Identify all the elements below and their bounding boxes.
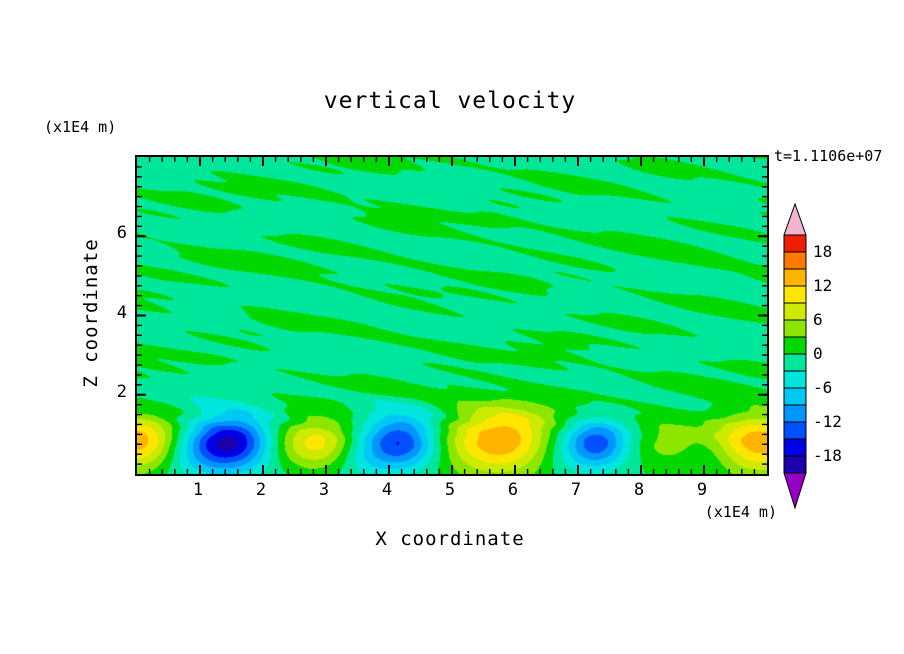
z-tick-label: 6	[116, 223, 127, 244]
colorbar-segment	[783, 268, 807, 287]
z-tick-label: 2	[116, 381, 127, 402]
plot-frame	[135, 155, 769, 476]
z-axis-unit-label: (x1E4 m)	[44, 118, 117, 136]
colorbar-tick-label: -18	[813, 446, 842, 465]
x-tick-label: 4	[381, 480, 393, 500]
x-axis-unit-label: (x1E4 m)	[704, 503, 777, 521]
colorbar-segment	[783, 421, 807, 440]
colorbar-segment	[783, 455, 807, 474]
x-tick-label: 1	[192, 480, 204, 500]
colorbar-tick-label: -12	[813, 412, 842, 431]
colorbar-segment	[783, 370, 807, 389]
plot-title: vertical velocity	[323, 88, 577, 114]
colorbar-under-arrow	[783, 472, 807, 510]
time-annotation: t=1.1106e+07	[774, 147, 883, 165]
contour-field-canvas	[137, 157, 767, 474]
colorbar-tick-label: 12	[813, 276, 832, 295]
x-tick-label: 7	[570, 480, 582, 500]
colorbar-segment	[783, 438, 807, 457]
colorbar-segment	[783, 336, 807, 355]
colorbar-segment	[783, 285, 807, 304]
colorbar-segment	[783, 234, 807, 253]
x-tick-label: 9	[696, 480, 708, 500]
x-tick-label: 8	[633, 480, 645, 500]
colorbar-tick-label: -6	[813, 378, 832, 397]
colorbar-segment	[783, 353, 807, 372]
colorbar-over-arrow	[783, 202, 807, 236]
colorbar-segment	[783, 387, 807, 406]
colorbar-segment	[783, 404, 807, 423]
x-tick-label: 6	[507, 480, 519, 500]
x-tick-label: 5	[444, 480, 456, 500]
colorbar-segment	[783, 302, 807, 321]
colorbar: 18 12 6 0 -6 -12 -18	[783, 202, 842, 510]
x-axis-title: X coordinate	[375, 528, 525, 550]
colorbar-segment	[783, 251, 807, 270]
axis-tick-marks	[137, 157, 767, 474]
z-tick-label: 4	[116, 302, 127, 323]
x-tick-label: 3	[318, 480, 330, 500]
x-tick-label: 2	[255, 480, 267, 500]
colorbar-tick-label: 6	[813, 310, 823, 329]
colorbar-tick-label: 0	[813, 344, 823, 363]
colorbar-tick-label: 18	[813, 242, 832, 261]
colorbar-segment	[783, 319, 807, 338]
